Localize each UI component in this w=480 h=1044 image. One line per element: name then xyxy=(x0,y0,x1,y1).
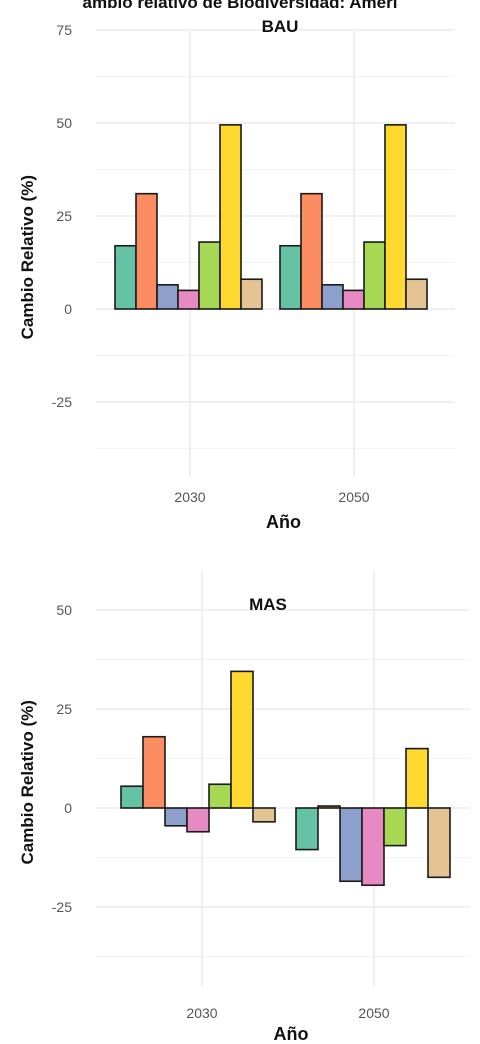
bau-bar-2030-s4 xyxy=(177,289,200,310)
bau-x-tick-label: 2050 xyxy=(338,489,369,505)
bau-bar-2030-s3 xyxy=(156,284,179,310)
mas-bar-2050-s2 xyxy=(317,805,341,809)
bau-bar-2050-s4 xyxy=(342,289,365,310)
bau-y-tick-label: 0 xyxy=(64,301,72,317)
mas-bar-2050-s4 xyxy=(361,807,385,887)
mas-bar-2050-s5 xyxy=(383,807,407,847)
mas-bar-2030-s4 xyxy=(186,807,210,833)
mas-bar-2030-s1 xyxy=(120,785,144,809)
bau-bar-2050-s3 xyxy=(321,284,344,310)
bau-bar-2050-s1 xyxy=(279,244,302,310)
mas-bar-2030-s6 xyxy=(230,670,254,809)
mas-y-tick-label: 0 xyxy=(64,800,72,816)
mas-y-tick-label: 25 xyxy=(56,701,72,717)
mas-bar-2030-s5 xyxy=(208,783,232,809)
bau-y-tick-label: 25 xyxy=(56,208,72,224)
bau-y-tick-label: -25 xyxy=(52,394,72,410)
mas-bar-2050-s6 xyxy=(405,747,429,809)
bau-bar-2050-s6 xyxy=(384,124,407,310)
bau-y-tick-label: 75 xyxy=(56,22,72,38)
mas-bar-2030-s2 xyxy=(142,735,166,809)
mas-bar-2050-s1 xyxy=(295,807,319,851)
bau-bar-2030-s5 xyxy=(198,241,221,310)
bau-bar-2050-s5 xyxy=(363,241,386,310)
bau-bar-2050-s2 xyxy=(300,192,323,310)
mas-bar-2030-s7 xyxy=(252,807,276,823)
mas-y-tick-label: 50 xyxy=(56,602,72,618)
mas-panel-title: MAS xyxy=(249,595,287,614)
bau-bar-chart: -25 0 25 50 75 2030 2050 Año Cambio Relativo (%)… xyxy=(18,17,455,532)
bau-x-axis-label: Año xyxy=(266,512,301,532)
bau-bar-2030-s6 xyxy=(219,124,242,310)
bau-bar-2030-s1 xyxy=(114,244,137,310)
bau-x-tick-label: 2030 xyxy=(174,489,205,505)
mas-bar-chart: -25 0 25 50 2030 2050 Año Cambio Relativo (%) MA… xyxy=(18,570,470,1044)
mas-y-axis-label: Cambio Relativo (%) xyxy=(18,700,37,864)
mas-x-axis-label: Año xyxy=(274,1024,309,1044)
bau-panel-title: BAU xyxy=(262,17,299,36)
mas-y-tick-label: -25 xyxy=(52,899,72,915)
mas-x-tick-label: 2050 xyxy=(358,1005,389,1021)
mas-x-tick-label: 2030 xyxy=(186,1005,217,1021)
bau-bar-2030-s7 xyxy=(240,278,263,310)
mas-bar-2030-s3 xyxy=(164,807,188,827)
figure-title: ambio relativo de Biodiversidad: Ameri xyxy=(82,0,398,12)
mas-bar-2050-s7 xyxy=(427,807,451,879)
bau-y-tick-label: 50 xyxy=(56,115,72,131)
mas-bar-2050-s3 xyxy=(339,807,363,883)
bau-bar-2050-s7 xyxy=(405,278,428,310)
bau-y-axis-label: Cambio Relativo (%) xyxy=(18,175,37,339)
bau-bar-2030-s2 xyxy=(135,192,158,310)
